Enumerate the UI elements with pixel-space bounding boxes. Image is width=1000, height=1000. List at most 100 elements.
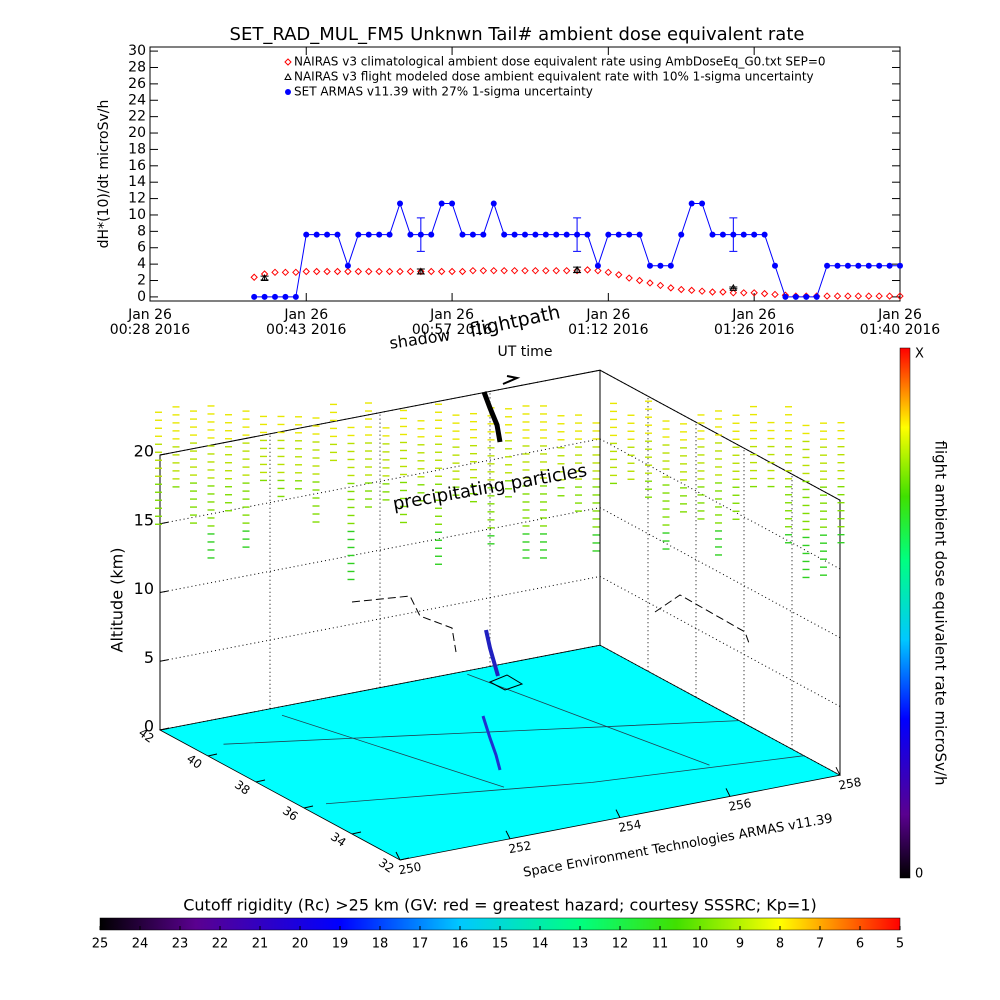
data-point — [385, 267, 394, 276]
colorbar-tick-label: 11 — [652, 937, 669, 952]
data-point — [251, 293, 258, 300]
colorbar-tick-label: 16 — [452, 937, 469, 952]
data-point — [750, 289, 758, 297]
data-point — [437, 267, 446, 276]
x-tick — [615, 809, 621, 818]
data-point — [729, 289, 738, 297]
colorbar-tick-label: 14 — [532, 937, 549, 952]
legend-marker — [285, 89, 291, 95]
data-point — [844, 292, 852, 300]
shadow — [351, 595, 457, 653]
data-point — [667, 262, 674, 269]
z-axis-label: Altitude (km) — [108, 548, 127, 653]
x-tick — [395, 851, 401, 861]
data-point — [594, 262, 601, 269]
y-tick-label: 12 — [128, 191, 146, 207]
legend-label: NAIRAS v3 flight modeled dose ambient eq… — [294, 70, 814, 84]
data-point — [897, 262, 903, 269]
x-tick-label: 254 — [617, 817, 642, 835]
data-point — [813, 293, 820, 300]
flightpath — [502, 375, 521, 385]
data-point — [272, 293, 278, 300]
y-tick — [159, 727, 170, 731]
y-tick-label: 8 — [137, 223, 146, 239]
data-point — [553, 231, 560, 238]
y-tick-label: 6 — [137, 240, 146, 256]
surface-contour — [325, 755, 805, 805]
data-point — [333, 267, 342, 276]
x-tick-label: 256 — [727, 796, 752, 814]
data-point — [396, 267, 404, 276]
flight-track — [481, 715, 502, 771]
data-point — [375, 267, 383, 276]
data-point — [428, 231, 435, 238]
flight-track — [484, 629, 500, 677]
data-point — [865, 262, 872, 269]
data-point — [250, 273, 258, 281]
data-point — [260, 274, 269, 282]
x-tick-label: Jan 26 01:26 2016 — [713, 307, 795, 338]
z-tick — [159, 453, 169, 456]
colorbar-tick-label: 9 — [736, 937, 744, 952]
data-point — [292, 293, 299, 300]
data-point — [573, 265, 581, 273]
data-point — [730, 231, 737, 238]
data-point — [729, 283, 738, 291]
data-point — [719, 288, 727, 296]
grid-line — [159, 369, 841, 501]
colorbar-tick-label: 7 — [816, 937, 824, 952]
y-tick-label: 22 — [128, 109, 146, 125]
data-point — [740, 289, 748, 297]
y-tick-label: 2 — [137, 273, 146, 289]
data-point — [583, 266, 592, 274]
data-point — [584, 231, 591, 238]
data-point — [844, 262, 851, 269]
x-tick-label: Jan 26 01:12 2016 — [568, 307, 649, 338]
colorbar-tick-label: 19 — [332, 937, 349, 952]
y-tick-label: 36 — [280, 803, 301, 823]
colorbar-tick-label: 22 — [212, 937, 229, 952]
data-point — [365, 267, 373, 276]
colorbar-tick-label: 5 — [896, 937, 904, 952]
colorbar-tick-label: 24 — [132, 937, 149, 952]
y-tick-label: 16 — [128, 158, 146, 174]
data-point — [656, 281, 665, 290]
data-point — [271, 268, 279, 277]
colorbar-tick-label: 13 — [572, 937, 589, 952]
data-point — [687, 286, 696, 295]
data-point — [500, 266, 508, 275]
data-point — [458, 267, 467, 276]
data-point — [604, 268, 613, 277]
data-point — [635, 276, 644, 285]
z-tick — [159, 521, 169, 525]
data-point — [490, 200, 497, 207]
data-point — [406, 267, 415, 276]
data-point — [438, 200, 445, 207]
colorbar-tick-label: 12 — [612, 937, 629, 952]
colorbar-tick-label: 18 — [372, 937, 389, 952]
y-tick-label: 14 — [128, 174, 146, 190]
data-point — [532, 231, 539, 238]
data-point — [594, 266, 602, 275]
data-point — [282, 293, 289, 300]
data-point — [708, 288, 717, 296]
data-point — [699, 200, 706, 207]
grid-line — [159, 644, 841, 776]
data-point — [313, 231, 320, 238]
z-tick-label: 20 — [134, 442, 154, 461]
colorbar-tick-label: 25 — [92, 937, 109, 952]
data-point — [303, 231, 310, 238]
x-tick — [505, 830, 511, 840]
data-point — [490, 266, 498, 275]
colorbar-vertical — [899, 347, 911, 879]
data-point — [678, 231, 685, 238]
data-point — [854, 292, 863, 300]
x-tick-label: Jan 26 00:57 2016 — [411, 307, 493, 338]
y-tick — [303, 805, 314, 809]
data-point — [334, 231, 341, 238]
colorbar-tick-label: 8 — [776, 937, 784, 952]
data-point — [615, 231, 622, 238]
